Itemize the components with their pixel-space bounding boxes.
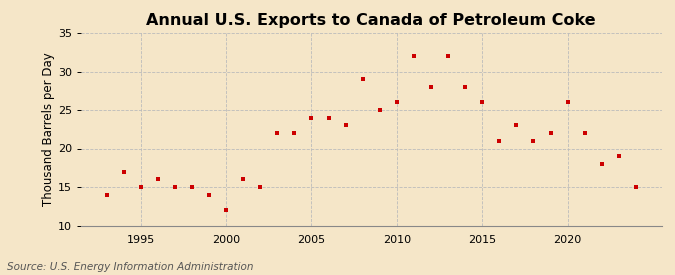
Point xyxy=(289,131,300,135)
Point xyxy=(272,131,283,135)
Point xyxy=(477,100,487,104)
Point xyxy=(101,192,112,197)
Point xyxy=(136,185,146,189)
Point xyxy=(153,177,163,182)
Point xyxy=(306,116,317,120)
Text: Source: U.S. Energy Information Administration: Source: U.S. Energy Information Administ… xyxy=(7,262,253,272)
Point xyxy=(443,54,454,58)
Point xyxy=(238,177,248,182)
Point xyxy=(392,100,402,104)
Point xyxy=(562,100,573,104)
Y-axis label: Thousand Barrels per Day: Thousand Barrels per Day xyxy=(42,52,55,206)
Point xyxy=(340,123,351,128)
Point xyxy=(630,185,641,189)
Point xyxy=(511,123,522,128)
Point xyxy=(357,77,368,81)
Point xyxy=(221,208,232,212)
Point xyxy=(204,192,215,197)
Point xyxy=(528,139,539,143)
Point xyxy=(408,54,419,58)
Point xyxy=(323,116,334,120)
Point xyxy=(375,108,385,112)
Point xyxy=(118,169,129,174)
Point xyxy=(255,185,266,189)
Point xyxy=(614,154,624,158)
Point xyxy=(596,162,607,166)
Title: Annual U.S. Exports to Canada of Petroleum Coke: Annual U.S. Exports to Canada of Petrole… xyxy=(146,13,596,28)
Point xyxy=(169,185,180,189)
Point xyxy=(460,85,470,89)
Point xyxy=(186,185,197,189)
Point xyxy=(494,139,505,143)
Point xyxy=(426,85,437,89)
Point xyxy=(545,131,556,135)
Point xyxy=(579,131,590,135)
